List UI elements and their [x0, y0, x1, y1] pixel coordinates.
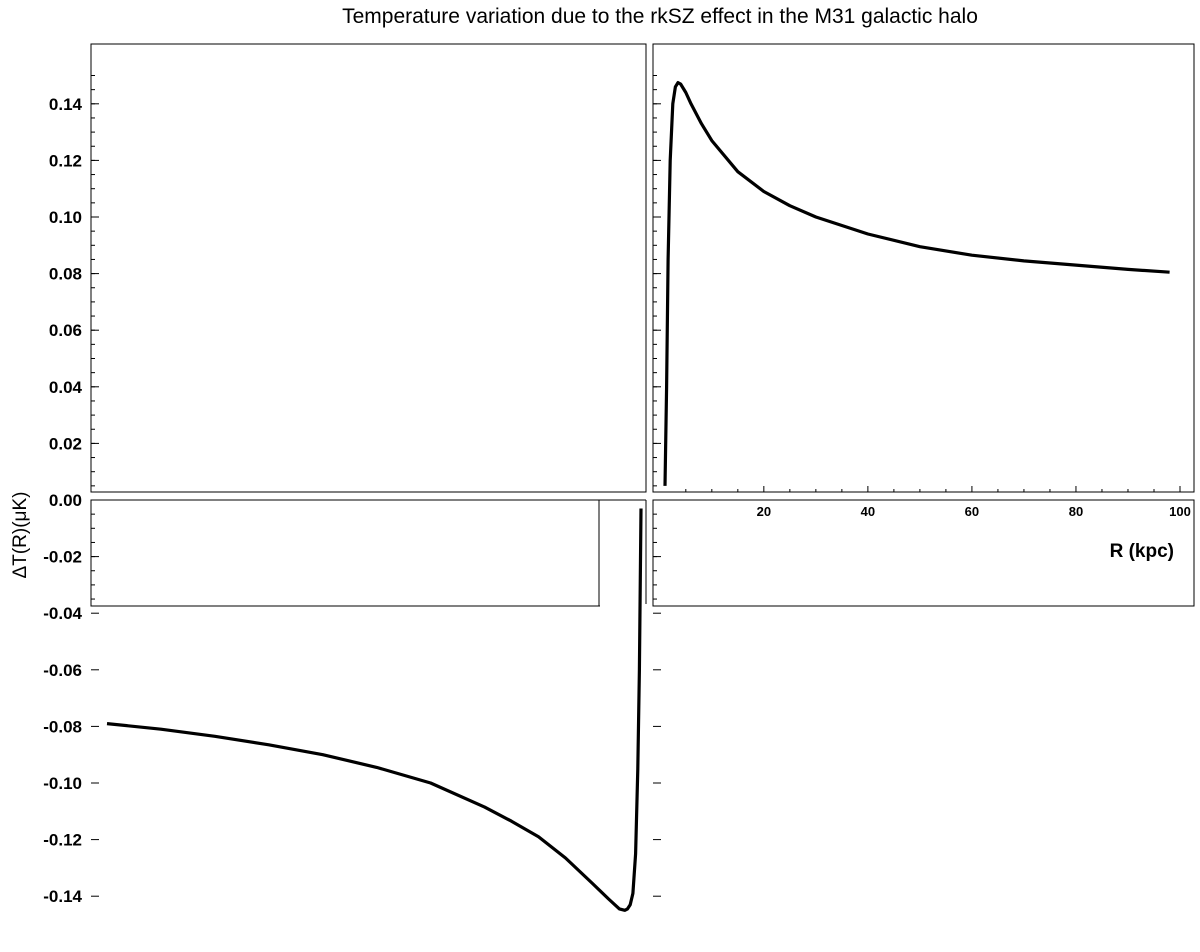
y-tick-label: -0.04: [43, 604, 82, 623]
frame-upper-right: [652, 43, 1195, 493]
y-tick-label: -0.02: [43, 548, 82, 567]
x-tick-label: 60: [965, 504, 979, 519]
y-axis-label: ΔT(R)(μK): [10, 492, 31, 579]
quadrant-frames: [90, 43, 1195, 607]
y-axis-ticks: 0.14 0.12 0.10 0.08 0.06 0.04 0.02 0.00 -0.02 -0.…: [43, 95, 661, 906]
frame-lower-right: [652, 499, 1195, 607]
frame-lower-left: [90, 499, 600, 607]
y-tick-label: -0.12: [43, 831, 82, 850]
x-tick-label: 100: [1169, 504, 1191, 519]
x-tick-label: 80: [1069, 504, 1083, 519]
y-tick-label: 0.08: [49, 265, 82, 284]
y-tick-label: 0.02: [49, 434, 82, 453]
frame-upper-left: [90, 43, 647, 493]
x-tick-label: 40: [861, 504, 875, 519]
y-tick-label: 0.10: [49, 208, 82, 227]
y-tick-label: 0.00: [49, 491, 82, 510]
x-axis-ticks: 20 40 60 80 100: [757, 486, 1191, 519]
minor-ticks: [91, 75, 1155, 600]
series-line-lower-left: [106, 508, 643, 912]
y-tick-label: -0.10: [43, 774, 82, 793]
y-tick-label: 0.12: [49, 151, 82, 170]
quadrant-frames-lower: [91, 500, 646, 606]
y-tick-label: -0.06: [43, 661, 82, 680]
y-tick-label: 0.14: [49, 95, 83, 114]
x-axis-label: R (kpc): [1110, 541, 1174, 562]
chart-title: Temperature variation due to the rkSZ ef…: [342, 5, 978, 28]
series-line-upper-right: [663, 81, 1170, 486]
y-tick-label: -0.08: [43, 717, 82, 736]
x-tick-label: 20: [757, 504, 771, 519]
y-tick-label: 0.06: [49, 321, 82, 340]
y-tick-label: 0.04: [49, 378, 83, 397]
y-tick-label: -0.14: [43, 887, 82, 906]
